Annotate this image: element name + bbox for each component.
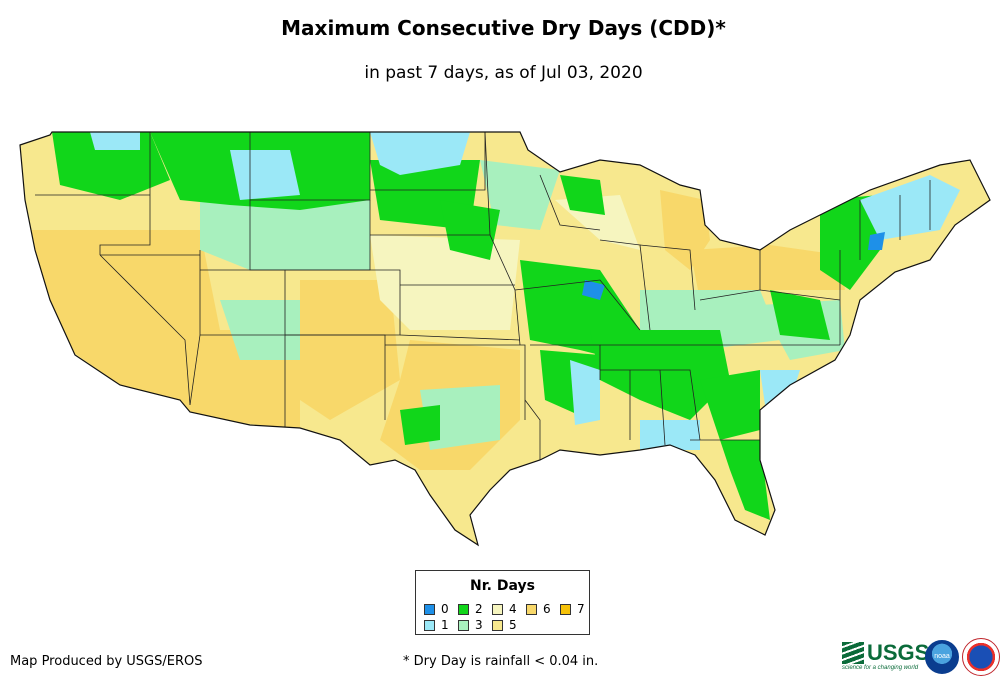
- legend-item-0: 0: [424, 602, 449, 616]
- legend-swatch: [492, 603, 503, 615]
- footnote-text: * Dry Day is rainfall < 0.04 in.: [403, 654, 599, 669]
- legend-swatch: [458, 603, 469, 615]
- legend-item-6: 6: [526, 602, 551, 616]
- legend-swatch: [424, 603, 435, 615]
- legend-label: 0: [441, 602, 449, 616]
- credit-text: Map Produced by USGS/EROS: [10, 654, 203, 669]
- us-outline: [19, 131, 991, 547]
- legend-item-5: 5: [492, 618, 517, 632]
- legend-label: 4: [509, 602, 517, 616]
- legend-item-3: 3: [458, 618, 483, 632]
- map-subtitle: in past 7 days, as of Jul 03, 2020: [364, 63, 643, 83]
- legend-label: 5: [509, 618, 517, 632]
- legend-swatch: [458, 619, 469, 631]
- usgs-mark-icon: [842, 642, 864, 664]
- legend-label: 6: [543, 602, 551, 616]
- noaa-logo: noaa: [925, 640, 959, 674]
- legend-label: 2: [475, 602, 483, 616]
- legend-item-2: 2: [458, 602, 483, 616]
- usgs-tagline: science for a changing world: [842, 665, 919, 671]
- map-title: Maximum Consecutive Dry Days (CDD)*: [281, 16, 726, 40]
- legend-label: 3: [475, 618, 483, 632]
- legend-item-1: 1: [424, 618, 449, 632]
- legend-swatch: [526, 603, 537, 615]
- legend-label: 7: [577, 602, 585, 616]
- legend-label: 1: [441, 618, 449, 632]
- legend-title: Nr. Days: [470, 578, 535, 594]
- legend: Nr. Days 0 1 2 3 4 5 6 7: [415, 570, 590, 635]
- usgs-logo: USGS science for a changing world: [842, 640, 930, 671]
- cdd-fill: [20, 132, 990, 545]
- legend-swatch: [492, 619, 503, 631]
- legend-item-4: 4: [492, 602, 517, 616]
- legend-swatch: [424, 619, 435, 631]
- usgs-logo-text: USGS: [867, 640, 930, 665]
- nws-logo: [962, 638, 1000, 676]
- legend-swatch: [560, 603, 571, 615]
- legend-item-7: 7: [560, 602, 585, 616]
